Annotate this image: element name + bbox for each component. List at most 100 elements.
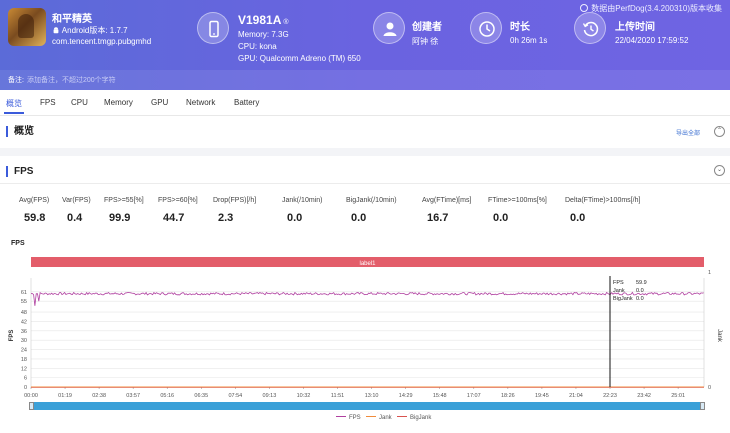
upload-label: 上传时间 [615,22,655,33]
label-band [31,257,704,267]
stat-value: 99.9 [109,212,131,224]
clock-icon [470,12,502,44]
x-tick-label: 00:00 [24,393,38,399]
tab-bar: 概览 FPS CPU Memory GPU Network Battery [0,90,730,116]
user-icon [373,12,405,44]
expand-icon[interactable]: ⌄ [714,165,725,176]
upload-value: 22/04/2020 17:59:52 [615,36,689,45]
x-tick-label: 14:29 [399,393,413,399]
stat-label: Avg(FTime)[ms] [422,197,472,204]
app-name: 和平精英 [52,14,92,25]
x-tick-label: 09:13 [263,393,277,399]
stat-label: FTime>=100ms[%] [488,197,547,204]
x-tick-label: 17:07 [467,393,481,399]
x-tick-label: 01:19 [58,393,72,399]
perfdog-watermark: 数据由PerfDog(3.4.200310)版本收集 [580,3,722,14]
stat-label: Drop(FPS)[/h] [213,197,257,204]
x-tick-label: 21:04 [569,393,583,399]
stat-value: 59.8 [24,212,46,224]
chart-title: FPS [11,240,25,247]
y-tick-label: 18 [21,357,27,363]
history-icon [574,12,606,44]
stat-value: 0.0 [351,212,367,224]
stat-label: Jank(/10min) [282,197,323,204]
duration-value: 0h 26m 1s [510,36,548,45]
app-package: com.tencent.tmgp.pubgmhd [52,37,152,46]
y-tick-label: 24 [21,348,27,354]
x-tick-label: 02:38 [92,393,106,399]
x-tick-label: 11:51 [331,393,344,399]
x-tick-label: 22:23 [603,393,617,399]
x-tick-label: 15:48 [433,393,447,399]
label-band-text: label1 [359,261,376,267]
legend-bigjank[interactable]: BigJank [397,415,431,421]
x-tick-label: 23:42 [637,393,651,399]
tooltip-value: 59.9 [636,280,647,286]
legend-jank[interactable]: Jank [366,415,392,421]
section-gap [0,148,730,156]
tooltip-key: Jank [613,288,625,294]
phone-icon [197,12,229,44]
tab-overview[interactable]: 概览 [6,99,22,108]
tab-network[interactable]: Network [186,98,216,107]
tab-memory[interactable]: Memory [104,98,133,107]
note-input[interactable]: 添加备注，不超过200个字符 [27,77,116,84]
stat-value: 16.7 [427,212,449,224]
stat-label: Avg(FPS) [19,197,50,204]
stat-value: 2.3 [218,212,234,224]
x-tick-label: 06:35 [194,393,208,399]
legend-fps-text: FPS [349,415,361,421]
tab-cpu[interactable]: CPU [71,98,88,107]
x-tick-label: 05:16 [160,393,174,399]
report-header: 数据由PerfDog(3.4.200310)版本收集 和平精英 Android版… [0,0,730,90]
app-version: Android版本: 1.7.7 [52,25,128,36]
tab-active-indicator [4,112,24,114]
y2-tick-label: 0 [708,385,711,391]
scroll-handle-right[interactable] [700,402,705,410]
y-tick-label: 48 [21,310,27,316]
scroll-handle-left[interactable] [29,402,34,410]
x-tick-label: 07:54 [228,393,242,399]
legend-bigjank-swatch [397,416,407,417]
tab-gpu[interactable]: GPU [151,98,169,107]
tooltip-key: BigJank [613,296,633,302]
device-name-text: V1981A [238,13,282,27]
android-icon [53,27,59,34]
x-tick-label: 10:32 [297,393,311,399]
creator-label: 创建者 [412,22,442,33]
y-tick-label: 61 [21,290,27,296]
duration-label: 时长 [510,22,530,33]
stat-label: Delta(FTime)>100ms[/h] [565,197,641,204]
fps-series-line [30,291,704,306]
time-range-scrollbar[interactable] [31,402,704,410]
fps-chart[interactable]: label1 0 6 12 18 24 30 36 42 48 55 61 1 0 FPS Jank 00:00… [0,250,730,402]
stat-value: 0.0 [287,212,303,224]
legend-bigjank-text: BigJank [410,415,432,421]
y2-tick-label: 1 [708,270,711,276]
note-bar [0,70,730,90]
stat-label: FPS>=55[%] [104,197,144,204]
y-tick-label: 0 [24,385,27,391]
stat-label: Var(FPS) [62,197,91,204]
tab-battery[interactable]: Battery [234,98,260,107]
export-all-link[interactable]: 导出全部 [676,131,701,137]
y-tick-label: 36 [21,329,27,335]
legend-fps[interactable]: FPS [336,415,361,421]
stat-value: 44.7 [163,212,185,224]
tab-fps[interactable]: FPS [40,98,56,107]
tooltip-value: 0.0 [636,288,644,294]
y-tick-label: 6 [24,376,27,382]
collapse-icon[interactable]: ⌃ [714,126,725,137]
legend-jank-swatch [366,416,376,417]
x-tick-label: 13:10 [365,393,379,399]
device-cpu: CPU: kona [238,42,277,51]
stat-label: FPS>=60[%] [158,197,198,204]
legend-fps-swatch [336,416,346,417]
tooltip-value: 0.0 [636,296,644,302]
x-tick-label: 19:45 [535,393,549,399]
device-gpu: GPU: Qualcomm Adreno (TM) 650 [238,54,361,63]
overview-title: 概览 [6,126,34,137]
device-mark: ® [283,19,289,26]
fps-section-title: FPS [6,166,33,177]
note-label: 备注: [8,77,24,84]
